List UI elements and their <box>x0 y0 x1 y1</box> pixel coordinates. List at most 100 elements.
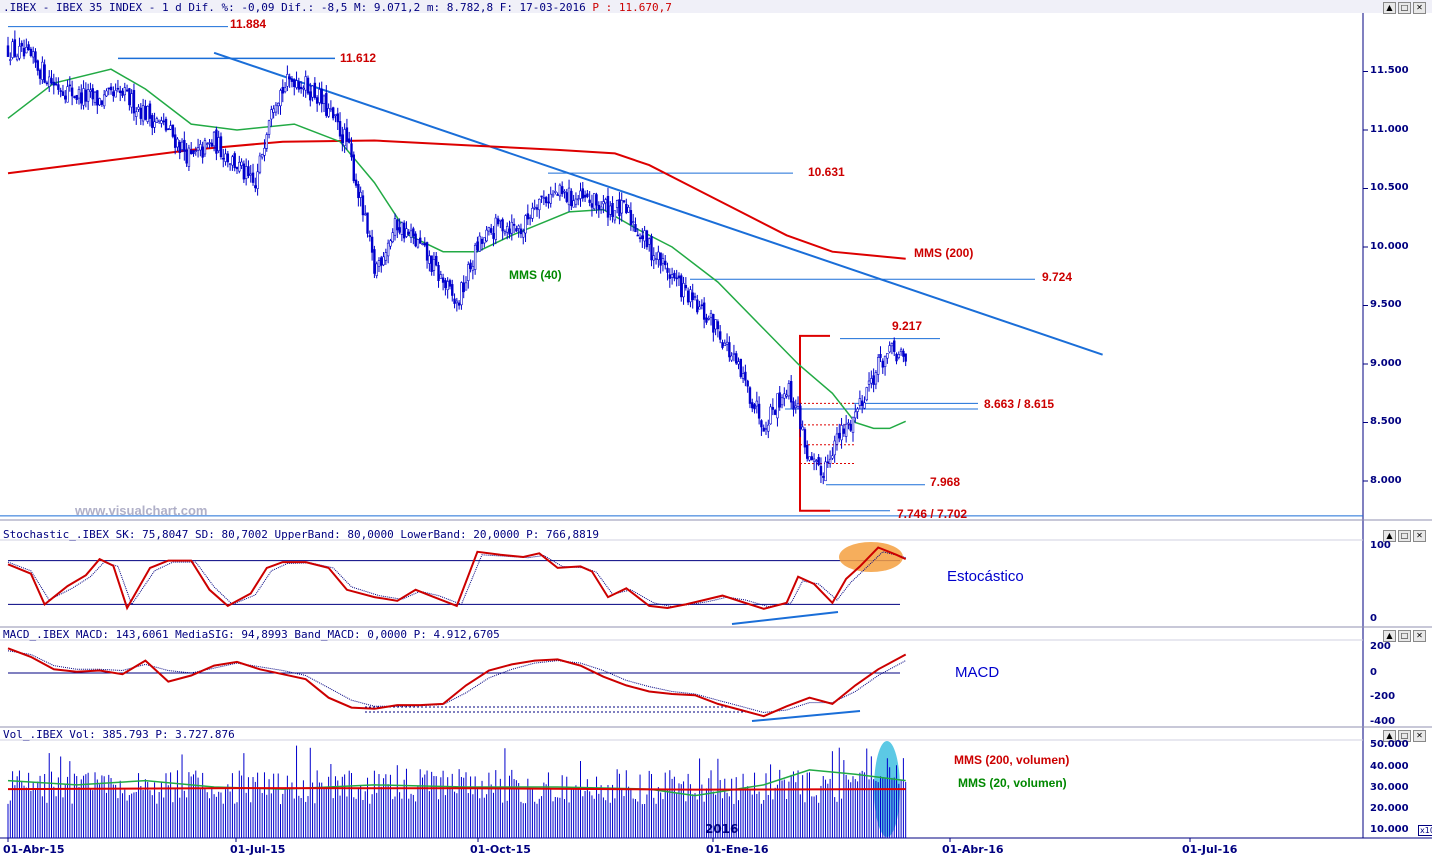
restore-button[interactable]: □ <box>1398 530 1411 542</box>
candle-body <box>776 393 779 419</box>
candle-body <box>391 232 394 242</box>
candle-body <box>41 61 44 80</box>
candle-body <box>641 235 644 240</box>
candle-body <box>780 397 784 406</box>
maximize-up-button[interactable]: ▲ <box>1383 730 1396 742</box>
candle-body <box>393 218 397 236</box>
candle-body <box>297 81 301 90</box>
candle-body <box>785 394 788 397</box>
candle-body <box>123 87 126 96</box>
candle-body <box>696 299 699 313</box>
candle-body <box>336 113 339 123</box>
candle-body <box>178 141 181 153</box>
candle-body <box>102 94 106 107</box>
candle-body <box>380 257 383 266</box>
mms200-line <box>7 139 906 260</box>
candle-body <box>542 197 546 199</box>
restore-button[interactable]: □ <box>1398 730 1411 742</box>
candle-body <box>522 231 525 238</box>
candle-body <box>89 89 92 92</box>
candle-body <box>27 44 30 51</box>
candle-body <box>119 90 122 94</box>
restore-button[interactable]: □ <box>1398 2 1411 14</box>
candle-body <box>753 404 756 410</box>
candle-body <box>43 64 46 83</box>
candle-body <box>817 457 820 466</box>
candle-body <box>904 353 907 362</box>
close-button[interactable]: ✕ <box>1413 630 1426 642</box>
candle-body <box>352 154 355 182</box>
vol-y-tick-label: 30.000 <box>1370 782 1409 793</box>
candle-body <box>240 161 243 166</box>
maximize-up-button[interactable]: ▲ <box>1383 2 1396 14</box>
candle-body <box>590 203 594 208</box>
candle-body <box>471 266 475 271</box>
candle-body <box>206 143 209 145</box>
candle-body <box>45 82 49 85</box>
candle-body <box>256 171 259 189</box>
candle-body <box>180 141 184 150</box>
y-tick-label: 8.000 <box>1370 475 1402 486</box>
candle-body <box>874 372 878 385</box>
restore-button[interactable]: □ <box>1398 630 1411 642</box>
candle-body <box>792 401 795 410</box>
candle-body <box>263 147 266 156</box>
candle-body <box>132 90 136 114</box>
candle-body <box>464 282 468 291</box>
candle-body <box>528 217 532 219</box>
candle-body <box>593 193 596 210</box>
candle-body <box>36 60 39 71</box>
candle-body <box>551 193 555 197</box>
candle-body <box>327 108 330 117</box>
candle-body <box>416 239 420 248</box>
candle-body <box>114 90 117 98</box>
candle-body <box>501 219 504 232</box>
candle-body <box>173 134 177 148</box>
candle-body <box>858 398 862 406</box>
maximize-up-button[interactable]: ▲ <box>1383 630 1396 642</box>
candle-body <box>167 128 170 131</box>
candle-body <box>487 227 491 232</box>
stoch-divergence-line <box>731 611 839 625</box>
candle-body <box>288 76 291 80</box>
candle-body <box>824 461 827 482</box>
watermark: www.visualchart.com <box>75 503 208 518</box>
candle-body <box>652 255 655 261</box>
candle-body <box>357 184 360 199</box>
candle-body <box>689 289 692 303</box>
candle-body <box>620 200 623 214</box>
candle-body <box>638 237 642 239</box>
close-button[interactable]: ✕ <box>1413 2 1426 14</box>
candle-body <box>359 191 362 198</box>
candle-body <box>794 405 797 408</box>
candle-body <box>274 104 278 113</box>
candle-body <box>744 371 747 381</box>
candle-body <box>810 456 813 460</box>
candle-body <box>618 199 621 217</box>
candle-body <box>764 428 768 430</box>
candle-body <box>235 166 239 170</box>
candle-body <box>96 90 99 106</box>
candle-body <box>806 444 809 459</box>
candle-body <box>835 433 839 445</box>
candle-body <box>368 235 372 238</box>
candle-body <box>489 228 493 233</box>
candle-body <box>650 236 653 261</box>
candle-body <box>164 118 168 131</box>
candle-body <box>844 423 848 437</box>
candle-body <box>778 392 781 408</box>
candle-body <box>496 218 500 225</box>
candle-body <box>77 89 81 99</box>
candle-body <box>421 243 424 245</box>
candle-body <box>691 292 694 301</box>
candle-body <box>767 424 770 432</box>
y-tick-label: 11.500 <box>1370 65 1409 76</box>
candle-body <box>20 42 23 47</box>
candle-body <box>226 153 230 163</box>
candle-body <box>290 78 294 82</box>
close-button[interactable]: ✕ <box>1413 530 1426 542</box>
close-button[interactable]: ✕ <box>1413 730 1426 742</box>
macd-y-tick-label: 200 <box>1370 641 1391 652</box>
candle-body <box>473 244 477 270</box>
maximize-up-button[interactable]: ▲ <box>1383 530 1396 542</box>
